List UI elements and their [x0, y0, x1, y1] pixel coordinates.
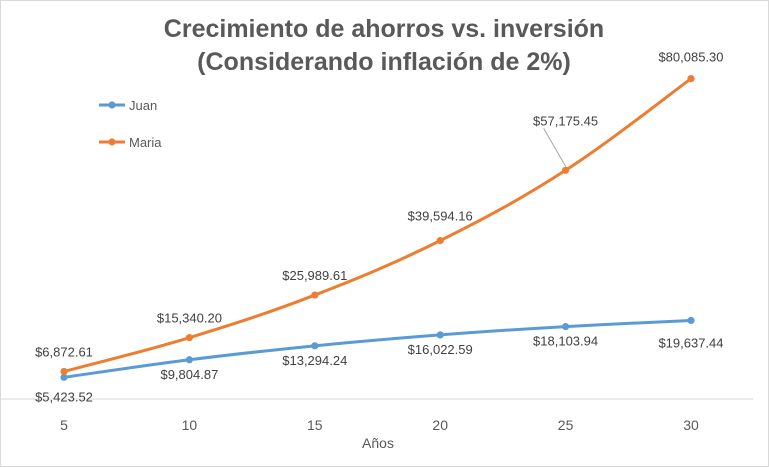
data-point-maria	[60, 367, 68, 376]
data-label-maria: $6,872.61	[35, 345, 93, 360]
x-tick-label: 5	[60, 417, 68, 433]
x-tick-label: 25	[558, 417, 574, 433]
data-point-maria	[185, 334, 193, 342]
data-point-maria	[311, 291, 319, 299]
data-label-juan: $13,294.24	[282, 353, 347, 368]
legend-label-maria: Maria	[129, 135, 162, 150]
x-tick-label: 20	[432, 417, 448, 433]
x-tick-label: 10	[182, 417, 198, 433]
data-point-juan	[185, 356, 193, 364]
chart-title-line-1: Crecimiento de ahorros vs. inversión	[164, 15, 604, 43]
data-point-maria	[436, 237, 444, 245]
x-tick-label: 30	[683, 417, 699, 433]
data-point-juan	[311, 342, 319, 350]
data-label-maria: $57,175.45	[533, 113, 598, 128]
data-label-juan: $5,423.52	[35, 389, 93, 404]
data-label-leader	[543, 128, 567, 167]
legend-label-juan: Juan	[129, 98, 157, 113]
data-label-maria: $80,085.30	[658, 50, 723, 65]
data-label-juan: $19,637.44	[658, 335, 723, 350]
data-point-juan	[562, 322, 570, 331]
series-line-maria	[62, 77, 693, 374]
data-label-maria: $25,989.61	[282, 268, 347, 283]
data-point-juan	[436, 331, 444, 339]
data-label-juan: $16,022.59	[408, 342, 473, 357]
data-label-juan: $9,804.87	[160, 367, 218, 382]
x-tick-label: 15	[307, 417, 323, 433]
x-axis-title: Años	[362, 435, 394, 451]
data-point-juan	[60, 373, 68, 381]
series-line-juan	[62, 318, 693, 379]
legend-marker-juan	[108, 101, 116, 109]
data-label-maria: $15,340.20	[157, 311, 222, 326]
data-point-maria	[562, 166, 570, 174]
data-point-maria	[687, 75, 695, 83]
data-label-maria: $39,594.16	[408, 209, 473, 224]
legend-marker-maria	[108, 138, 116, 146]
data-label-juan: $18,103.94	[533, 334, 598, 349]
data-point-juan	[687, 316, 695, 325]
chart-title-line-2: (Considerando inflación de 2%)	[197, 48, 571, 76]
